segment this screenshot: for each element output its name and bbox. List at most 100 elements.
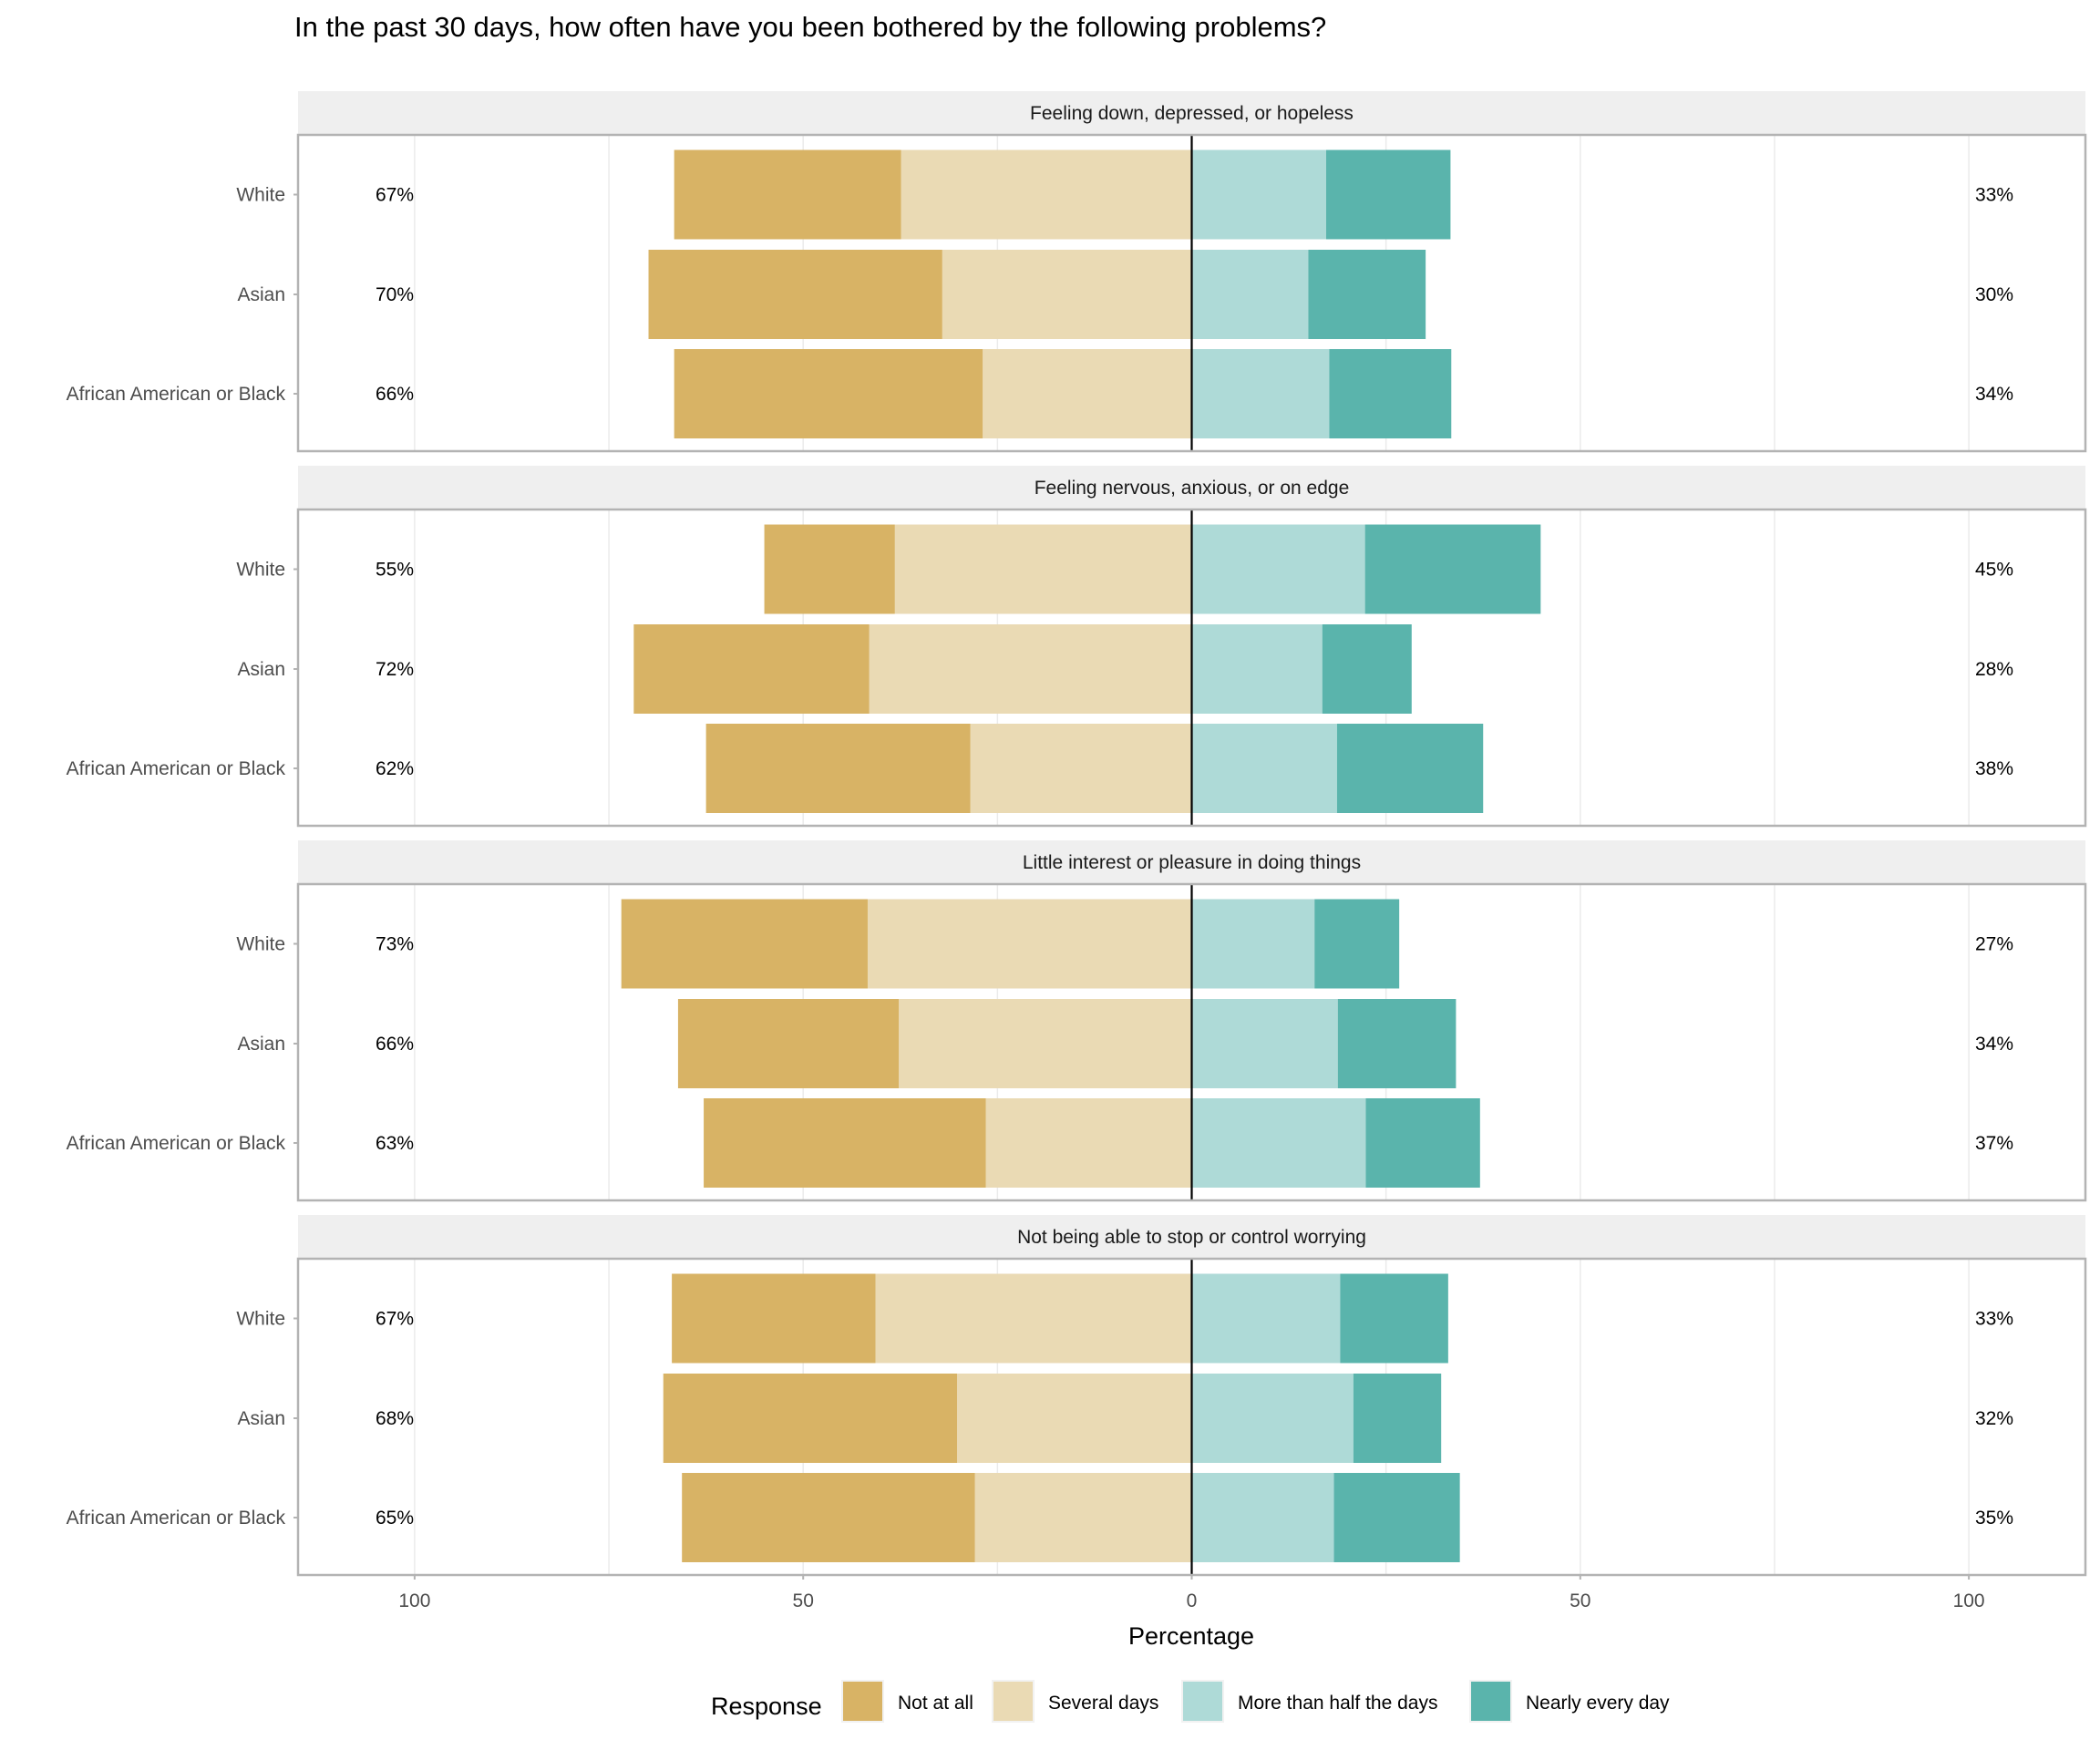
legend-label: Nearly every day xyxy=(1526,1693,1670,1714)
y-tick-label: Asian xyxy=(237,1034,285,1055)
bar-segment-nearly-every-day xyxy=(1353,1374,1442,1463)
bar-segment-several-days xyxy=(985,1098,1192,1188)
panel-border xyxy=(296,882,2087,1202)
bar-segment-nearly-every-day xyxy=(1322,624,1412,714)
bar-segment-not-at-all xyxy=(672,1273,876,1364)
legend-label: Several days xyxy=(1048,1693,1158,1714)
left-percent-label: 67% xyxy=(376,185,414,206)
bar-segment-several-days xyxy=(942,250,1192,339)
bar-segment-several-days xyxy=(901,149,1192,240)
facet-strip-label: Not being able to stop or control worryi… xyxy=(1017,1227,1366,1248)
x-tick-label: 50 xyxy=(793,1590,814,1611)
x-axis: 100 50 0 50 100 xyxy=(398,1575,1985,1611)
legend-swatch xyxy=(843,1682,882,1721)
bar-segment-not-at-all xyxy=(704,1098,986,1188)
bar-row-african-american-or-black xyxy=(682,1473,1460,1562)
facet-strip xyxy=(298,1215,2085,1259)
bar-segment-more-than-half-the-days xyxy=(1191,1273,1341,1364)
bar-segment-nearly-every-day xyxy=(1314,899,1400,989)
bar-segment-more-than-half-the-days xyxy=(1191,1374,1354,1463)
bar-segment-not-at-all xyxy=(682,1473,975,1562)
facet-strip xyxy=(298,840,2085,884)
bar-segment-more-than-half-the-days xyxy=(1191,899,1315,989)
bar-segment-not-at-all xyxy=(621,899,868,989)
right-percent-label: 34% xyxy=(1975,1034,2013,1055)
facet-strip xyxy=(298,91,2085,135)
bar-segment-more-than-half-the-days xyxy=(1191,1473,1334,1562)
bar-segment-not-at-all xyxy=(705,724,971,813)
facet-panel-feeling-nervous-anxious-or-on-edge: Feeling nervous, anxious, or on edge Whit… xyxy=(67,466,2087,828)
bar-row-african-american-or-black xyxy=(704,1098,1480,1188)
right-percent-label: 27% xyxy=(1975,934,2013,955)
legend-label: Not at all xyxy=(898,1693,973,1714)
x-tick-label: 0 xyxy=(1187,1590,1198,1611)
facet-panel-feeling-down-depressed-or-hopeless: Feeling down, depressed, or hopeless Whit… xyxy=(67,91,2087,453)
bar-segment-nearly-every-day xyxy=(1365,1098,1480,1188)
y-tick-label: Asian xyxy=(237,284,285,305)
facet-panel-not-being-able-to-stop-or-control-worrying: Not being able to stop or control worryi… xyxy=(67,1215,2087,1577)
bar-segment-more-than-half-the-days xyxy=(1191,999,1338,1088)
facet-strip-label: Feeling nervous, anxious, or on edge xyxy=(1035,478,1350,499)
facet-strip-label: Little interest or pleasure in doing thi… xyxy=(1023,852,1361,873)
right-percent-label: 33% xyxy=(1975,185,2013,206)
y-tick-label: White xyxy=(236,1309,285,1330)
left-percent-label: 66% xyxy=(376,384,414,405)
y-tick-label: African American or Black xyxy=(67,1133,286,1154)
right-percent-label: 30% xyxy=(1975,284,2013,305)
bar-segment-several-days xyxy=(899,999,1192,1088)
bar-segment-more-than-half-the-days xyxy=(1191,1098,1366,1188)
x-tick-label: 50 xyxy=(1570,1590,1590,1611)
bar-segment-several-days xyxy=(869,624,1192,714)
right-percent-label: 35% xyxy=(1975,1508,2013,1529)
legend-swatch xyxy=(993,1682,1033,1721)
bar-row-asian xyxy=(633,624,1412,714)
bar-segment-nearly-every-day xyxy=(1326,149,1451,240)
legend-item-several-days: Several days xyxy=(992,1680,1158,1723)
facet-strip-label: Feeling down, depressed, or hopeless xyxy=(1030,103,1354,124)
bar-segment-more-than-half-the-days xyxy=(1191,349,1330,438)
bar-segment-more-than-half-the-days xyxy=(1191,724,1337,813)
bar-segment-several-days xyxy=(894,524,1192,614)
left-percent-label: 65% xyxy=(376,1508,414,1529)
bar-segment-more-than-half-the-days xyxy=(1191,250,1309,339)
chart-title: In the past 30 days, how often have you … xyxy=(294,11,1326,43)
bar-row-asian xyxy=(677,999,1457,1088)
bar-segment-not-at-all xyxy=(633,624,870,714)
x-axis-title: Percentage xyxy=(1128,1622,1254,1650)
facet-strip xyxy=(298,466,2085,510)
left-percent-label: 55% xyxy=(376,560,414,581)
bar-segment-nearly-every-day xyxy=(1364,524,1541,614)
y-tick-label: Asian xyxy=(237,659,285,680)
bar-row-white xyxy=(621,899,1400,989)
bar-segment-not-at-all xyxy=(677,999,900,1088)
y-tick-label: White xyxy=(236,934,285,955)
left-percent-label: 63% xyxy=(376,1133,414,1154)
bar-segment-more-than-half-the-days xyxy=(1191,149,1327,240)
legend-swatch xyxy=(1471,1682,1510,1721)
bar-segment-not-at-all xyxy=(648,250,942,339)
bar-row-white xyxy=(672,1273,1448,1364)
bar-segment-not-at-all xyxy=(674,349,983,438)
bar-row-african-american-or-black xyxy=(705,724,1484,813)
y-tick-label: Asian xyxy=(237,1408,285,1429)
right-percent-label: 37% xyxy=(1975,1133,2013,1154)
left-percent-label: 73% xyxy=(376,934,414,955)
y-tick-label: White xyxy=(236,560,285,581)
legend-item-not-at-all: Not at all xyxy=(841,1680,973,1723)
y-tick-label: African American or Black xyxy=(67,1508,286,1529)
bar-segment-several-days xyxy=(875,1273,1192,1364)
facet-panel-little-interest-or-pleasure-in-doing-things: Little interest or pleasure in doing thi… xyxy=(67,840,2087,1202)
x-tick-label: 100 xyxy=(1953,1590,1985,1611)
left-percent-label: 70% xyxy=(376,284,414,305)
bar-segment-nearly-every-day xyxy=(1337,999,1457,1088)
bar-row-asian xyxy=(648,250,1426,339)
bar-segment-several-days xyxy=(970,724,1192,813)
panel-border xyxy=(296,508,2087,828)
facet-panels: Feeling down, depressed, or hopeless Whit… xyxy=(67,91,2087,1577)
right-percent-label: 38% xyxy=(1975,758,2013,779)
legend-item-more-than-half-the-days: More than half the days xyxy=(1181,1680,1437,1723)
right-percent-label: 33% xyxy=(1975,1309,2013,1330)
left-percent-label: 66% xyxy=(376,1034,414,1055)
bar-segment-several-days xyxy=(974,1473,1192,1562)
bar-row-african-american-or-black xyxy=(674,349,1452,438)
